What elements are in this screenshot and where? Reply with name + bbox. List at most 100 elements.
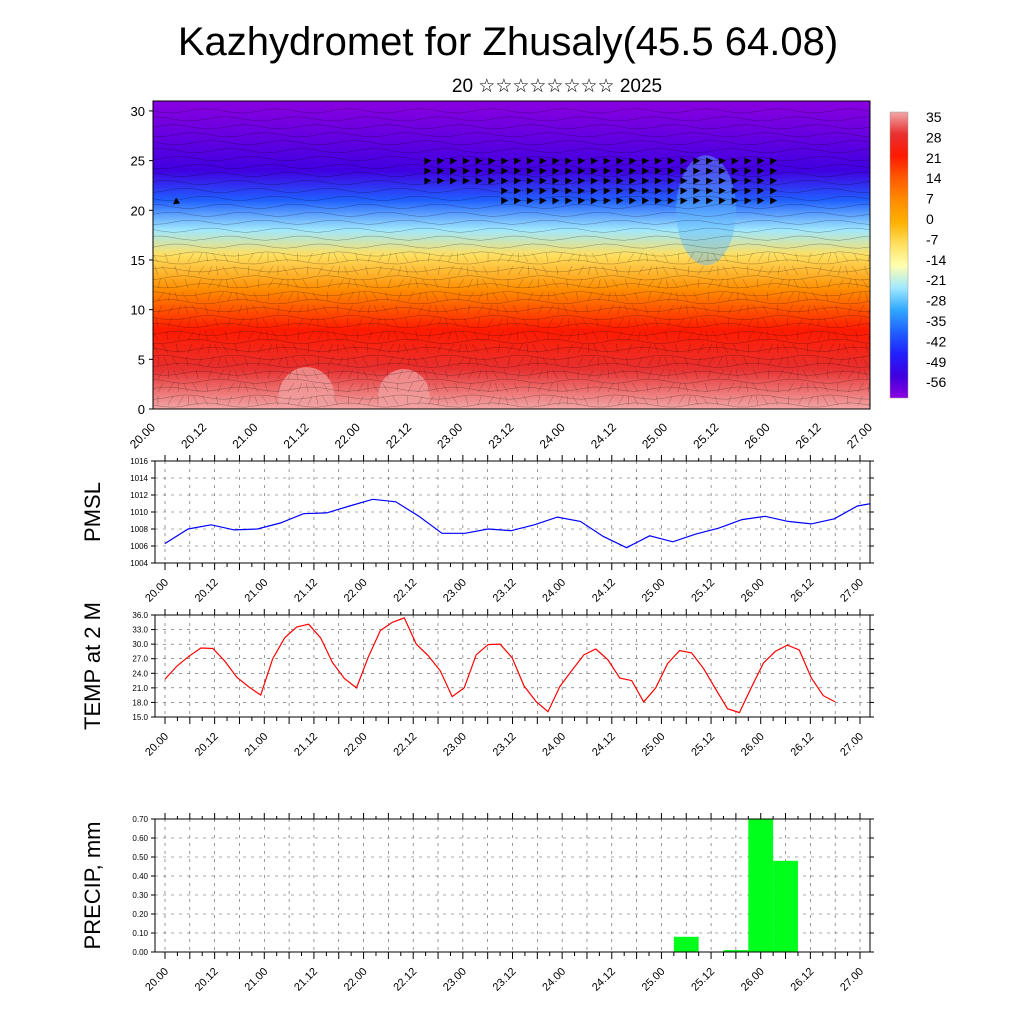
wind-shaft [287, 369, 293, 380]
wind-shaft [173, 369, 179, 380]
wind-shaft [234, 369, 239, 380]
wind-shaft [307, 330, 314, 341]
wind-shaft [577, 265, 585, 276]
precip-panel-y-tick-label: 0.20 [132, 910, 148, 919]
wind-shaft [375, 278, 379, 289]
wind-shaft [807, 395, 814, 406]
wind-shaft [867, 382, 870, 393]
wind-barb [731, 167, 739, 175]
wind-barb [744, 177, 752, 185]
temperature-colorbar: 35 28 21 14 7 0 -7 -14 -21 -28 -35 -42 -49 -56 [889, 109, 946, 399]
wind-shaft [847, 356, 850, 367]
wind-shaft [637, 252, 642, 263]
wind-barb [462, 167, 470, 175]
wind-barb [693, 157, 701, 165]
wind-shaft [507, 252, 514, 263]
wind-shaft [597, 304, 603, 315]
wind-shaft [247, 395, 251, 406]
precip-bar [773, 860, 798, 952]
wind-shaft [206, 382, 209, 393]
temp-panel-ylabel: TEMP at 2 M [80, 602, 105, 730]
wind-shaft [223, 252, 229, 263]
wind-shaft [207, 265, 213, 276]
wind-shaft [727, 317, 730, 328]
wind-shaft [757, 252, 764, 263]
wind-barb [693, 187, 701, 195]
wind-shaft [167, 317, 173, 328]
wind-shaft [727, 369, 732, 380]
wind-shaft [187, 265, 191, 276]
wind-shaft [267, 265, 274, 276]
wind-shaft [167, 382, 174, 393]
precip-panel-y-tick-label: 0.70 [132, 815, 148, 824]
wind-shaft [737, 304, 744, 315]
wind-shaft [425, 343, 429, 354]
wind-shaft [817, 343, 823, 354]
wind-barb [526, 167, 534, 175]
wind-shaft [767, 278, 773, 289]
wind-shaft [233, 265, 239, 276]
wind-shaft [407, 382, 413, 393]
wind-shaft [174, 291, 179, 302]
wind-shaft [617, 395, 624, 406]
wind-shaft [633, 395, 639, 406]
wind-shaft [677, 304, 682, 315]
wind-barb [565, 187, 573, 195]
pmsl-panel: 1004 1006 1008 1010 1012 1014 1016 20.00 20.12 21… [80, 455, 874, 605]
heat-x-tick-label: 24.00 [537, 420, 568, 451]
wind-shaft [675, 291, 679, 302]
wind-shaft [401, 330, 409, 341]
wind-shaft [667, 369, 671, 380]
wind-shaft [707, 265, 714, 276]
wind-shaft [707, 278, 714, 289]
wind-shaft [501, 382, 509, 393]
wind-shaft [767, 343, 774, 354]
wind-shaft [787, 291, 794, 302]
wind-shaft [407, 356, 410, 367]
wind-barb [757, 187, 765, 195]
wind-shaft [254, 395, 259, 406]
wind-shaft [747, 252, 753, 263]
pmsl-panel-x-tick-label: 23.12 [491, 577, 519, 605]
wind-shaft [672, 278, 679, 289]
wind-shaft [415, 330, 419, 341]
wind-shaft [413, 356, 419, 367]
wind-shaft [297, 252, 299, 263]
wind-shaft [377, 252, 385, 263]
wind-shaft [607, 291, 611, 302]
wind-line-28 [153, 180, 870, 185]
wind-shaft [226, 278, 229, 289]
wind-shaft [287, 304, 294, 315]
precip-panel-y-tick-label: 0.00 [132, 948, 148, 957]
wind-shaft [512, 304, 519, 315]
wind-shaft [247, 252, 254, 263]
wind-barb [475, 167, 483, 175]
wind-shaft [477, 369, 482, 380]
wind-shaft [727, 382, 735, 393]
wind-shaft [807, 330, 813, 341]
wind-shaft [352, 356, 359, 367]
wind-shaft [857, 317, 862, 328]
wind-shaft [817, 252, 825, 263]
wind-shaft [527, 369, 534, 380]
wind-shaft [542, 265, 549, 276]
heat-x-tick-label: 25.00 [639, 420, 670, 451]
wind-shaft [742, 291, 749, 302]
wind-line-13 [153, 299, 870, 305]
wind-barb [450, 157, 458, 165]
wind-shaft [657, 278, 662, 289]
wind-shaft [417, 304, 425, 315]
wind-shaft [451, 395, 459, 406]
wind-shaft [154, 265, 159, 276]
wind-barb [565, 167, 573, 175]
wind-shaft [253, 291, 259, 302]
wind-shaft [624, 304, 629, 315]
wind-shaft [587, 291, 593, 302]
wind-shaft [617, 330, 623, 341]
wind-shaft [712, 252, 719, 263]
wind-shaft [627, 317, 631, 328]
wind-shaft [287, 382, 295, 393]
wind-shaft [167, 395, 174, 406]
wind-shaft [657, 356, 661, 367]
